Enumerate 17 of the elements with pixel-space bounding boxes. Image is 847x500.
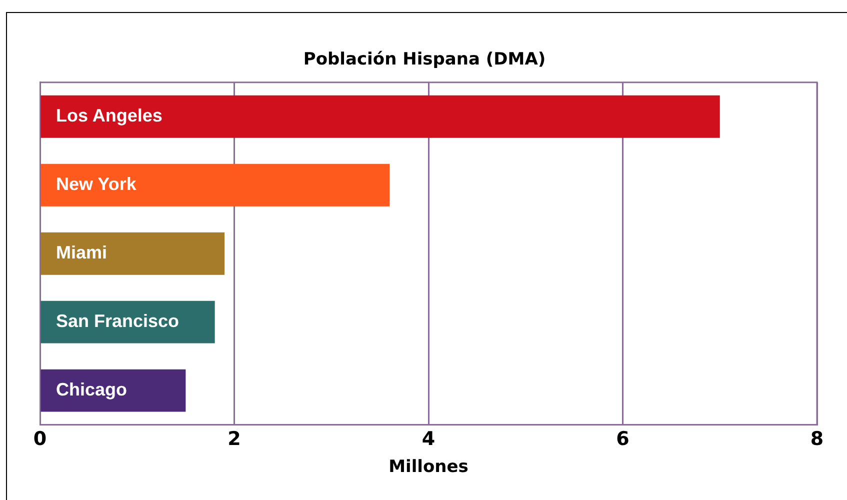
x-axis-title: Millones: [388, 457, 468, 478]
y-tick-label: Miami: [56, 242, 108, 263]
y-tick-label: Chicago: [56, 380, 128, 400]
bar: [40, 164, 390, 206]
bar: [40, 300, 215, 344]
y-tick-label: San Francisco: [56, 311, 180, 332]
bar: [40, 95, 720, 138]
chart-title: Población Hispana (DMA): [303, 50, 546, 70]
x-tick-label: 4: [422, 428, 436, 450]
x-tick-label: 0: [33, 428, 47, 450]
x-tick-label: 6: [616, 428, 630, 450]
y-tick-label: Los Angeles: [56, 106, 162, 126]
x-tick-label: 2: [228, 428, 241, 450]
bar: [40, 232, 225, 275]
bar: [40, 369, 186, 412]
x-tick-label: 8: [810, 428, 824, 450]
y-tick-label: New York: [56, 174, 138, 194]
